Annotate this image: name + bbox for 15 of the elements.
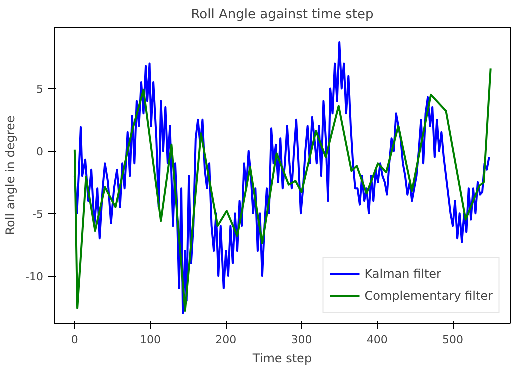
x-axis-title: Time step bbox=[252, 352, 312, 366]
x-tick-label: 400 bbox=[366, 334, 388, 346]
chart-title: Roll Angle against time step bbox=[191, 8, 374, 22]
y-tick-label: 0 bbox=[36, 146, 44, 159]
x-tick-label: 200 bbox=[216, 334, 237, 346]
x-tick-label: 0 bbox=[71, 334, 78, 346]
y-tick-label: 5 bbox=[36, 83, 44, 96]
y-tick-label: -5 bbox=[32, 208, 44, 222]
x-tick-label: 100 bbox=[140, 334, 162, 346]
x-tick-label: 500 bbox=[442, 334, 464, 346]
legend-label: Complementary filter bbox=[364, 289, 493, 303]
y-axis-title: Roll angle in degree bbox=[4, 116, 18, 236]
legend-label: Kalman filter bbox=[364, 267, 442, 281]
y-tick-label: -10 bbox=[26, 270, 44, 284]
x-tick-label: 300 bbox=[291, 334, 312, 346]
